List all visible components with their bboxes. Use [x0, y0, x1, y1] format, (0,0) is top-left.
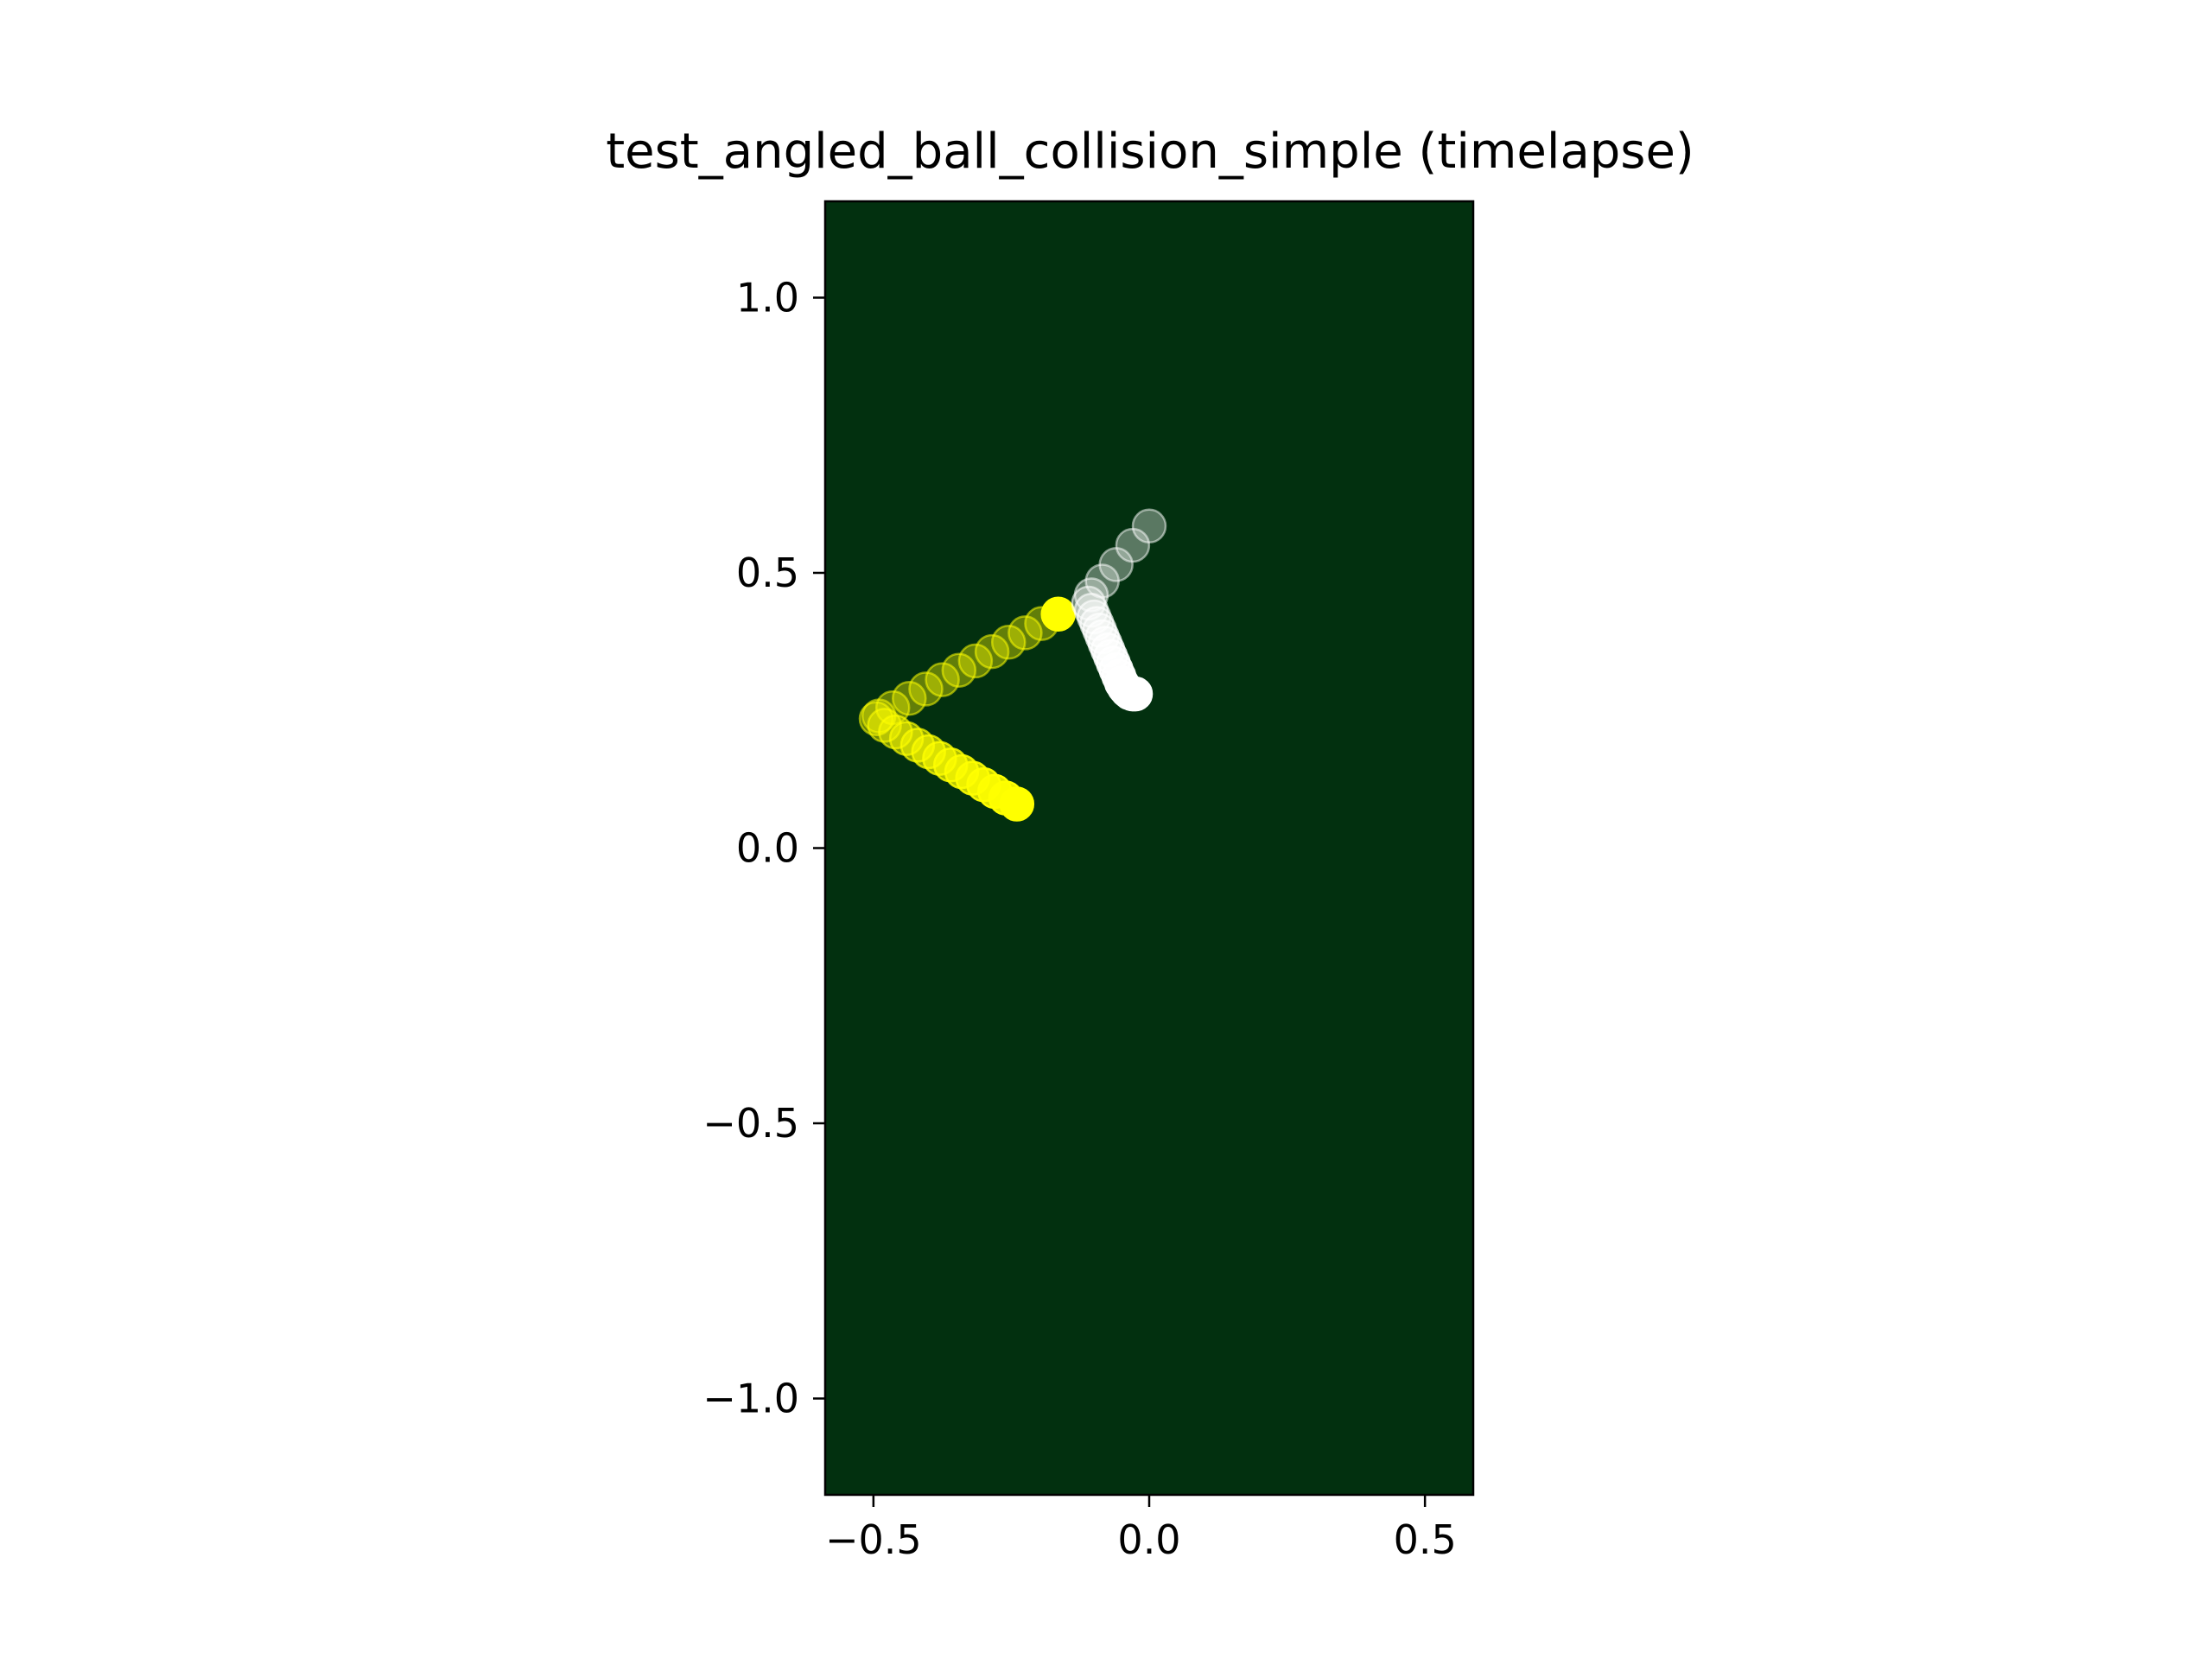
ball-marker-series0-2 — [1007, 615, 1043, 651]
ball-marker-series0-6 — [941, 652, 977, 688]
plot-area — [825, 201, 1473, 1495]
ball-marker-series0-4 — [974, 633, 1010, 670]
y-tick-label: 0.0 — [736, 825, 799, 872]
x-tick-label: 0.5 — [1394, 1516, 1457, 1563]
x-tick-label: −0.5 — [825, 1516, 922, 1563]
ball-marker-series0-7 — [925, 662, 960, 697]
ball-marker-series0-8 — [908, 671, 944, 707]
ball-marker-series0-25 — [999, 786, 1035, 822]
x-tick-label: 0.0 — [1117, 1516, 1180, 1563]
y-tick-label: 0.5 — [736, 550, 799, 596]
ball-marker-series0-3 — [990, 625, 1027, 660]
ball-marker-series0-9 — [892, 680, 927, 716]
y-tick-label: 1.0 — [736, 274, 799, 321]
chart-title: test_angled_ball_collision_simple (timel… — [606, 124, 1694, 180]
y-tick-label: −0.5 — [702, 1100, 799, 1147]
ball-marker-series1-22 — [1117, 676, 1154, 712]
ball-marker-series0-5 — [957, 643, 994, 679]
ball-marker-series0-0 — [1040, 596, 1076, 632]
scatter-marks — [858, 508, 1167, 822]
x-axis: −0.5 0.0 0.5 — [825, 1495, 1457, 1563]
y-axis: −1.0 −0.5 0.0 0.5 1.0 — [702, 274, 825, 1422]
y-tick-label: −1.0 — [702, 1376, 799, 1422]
